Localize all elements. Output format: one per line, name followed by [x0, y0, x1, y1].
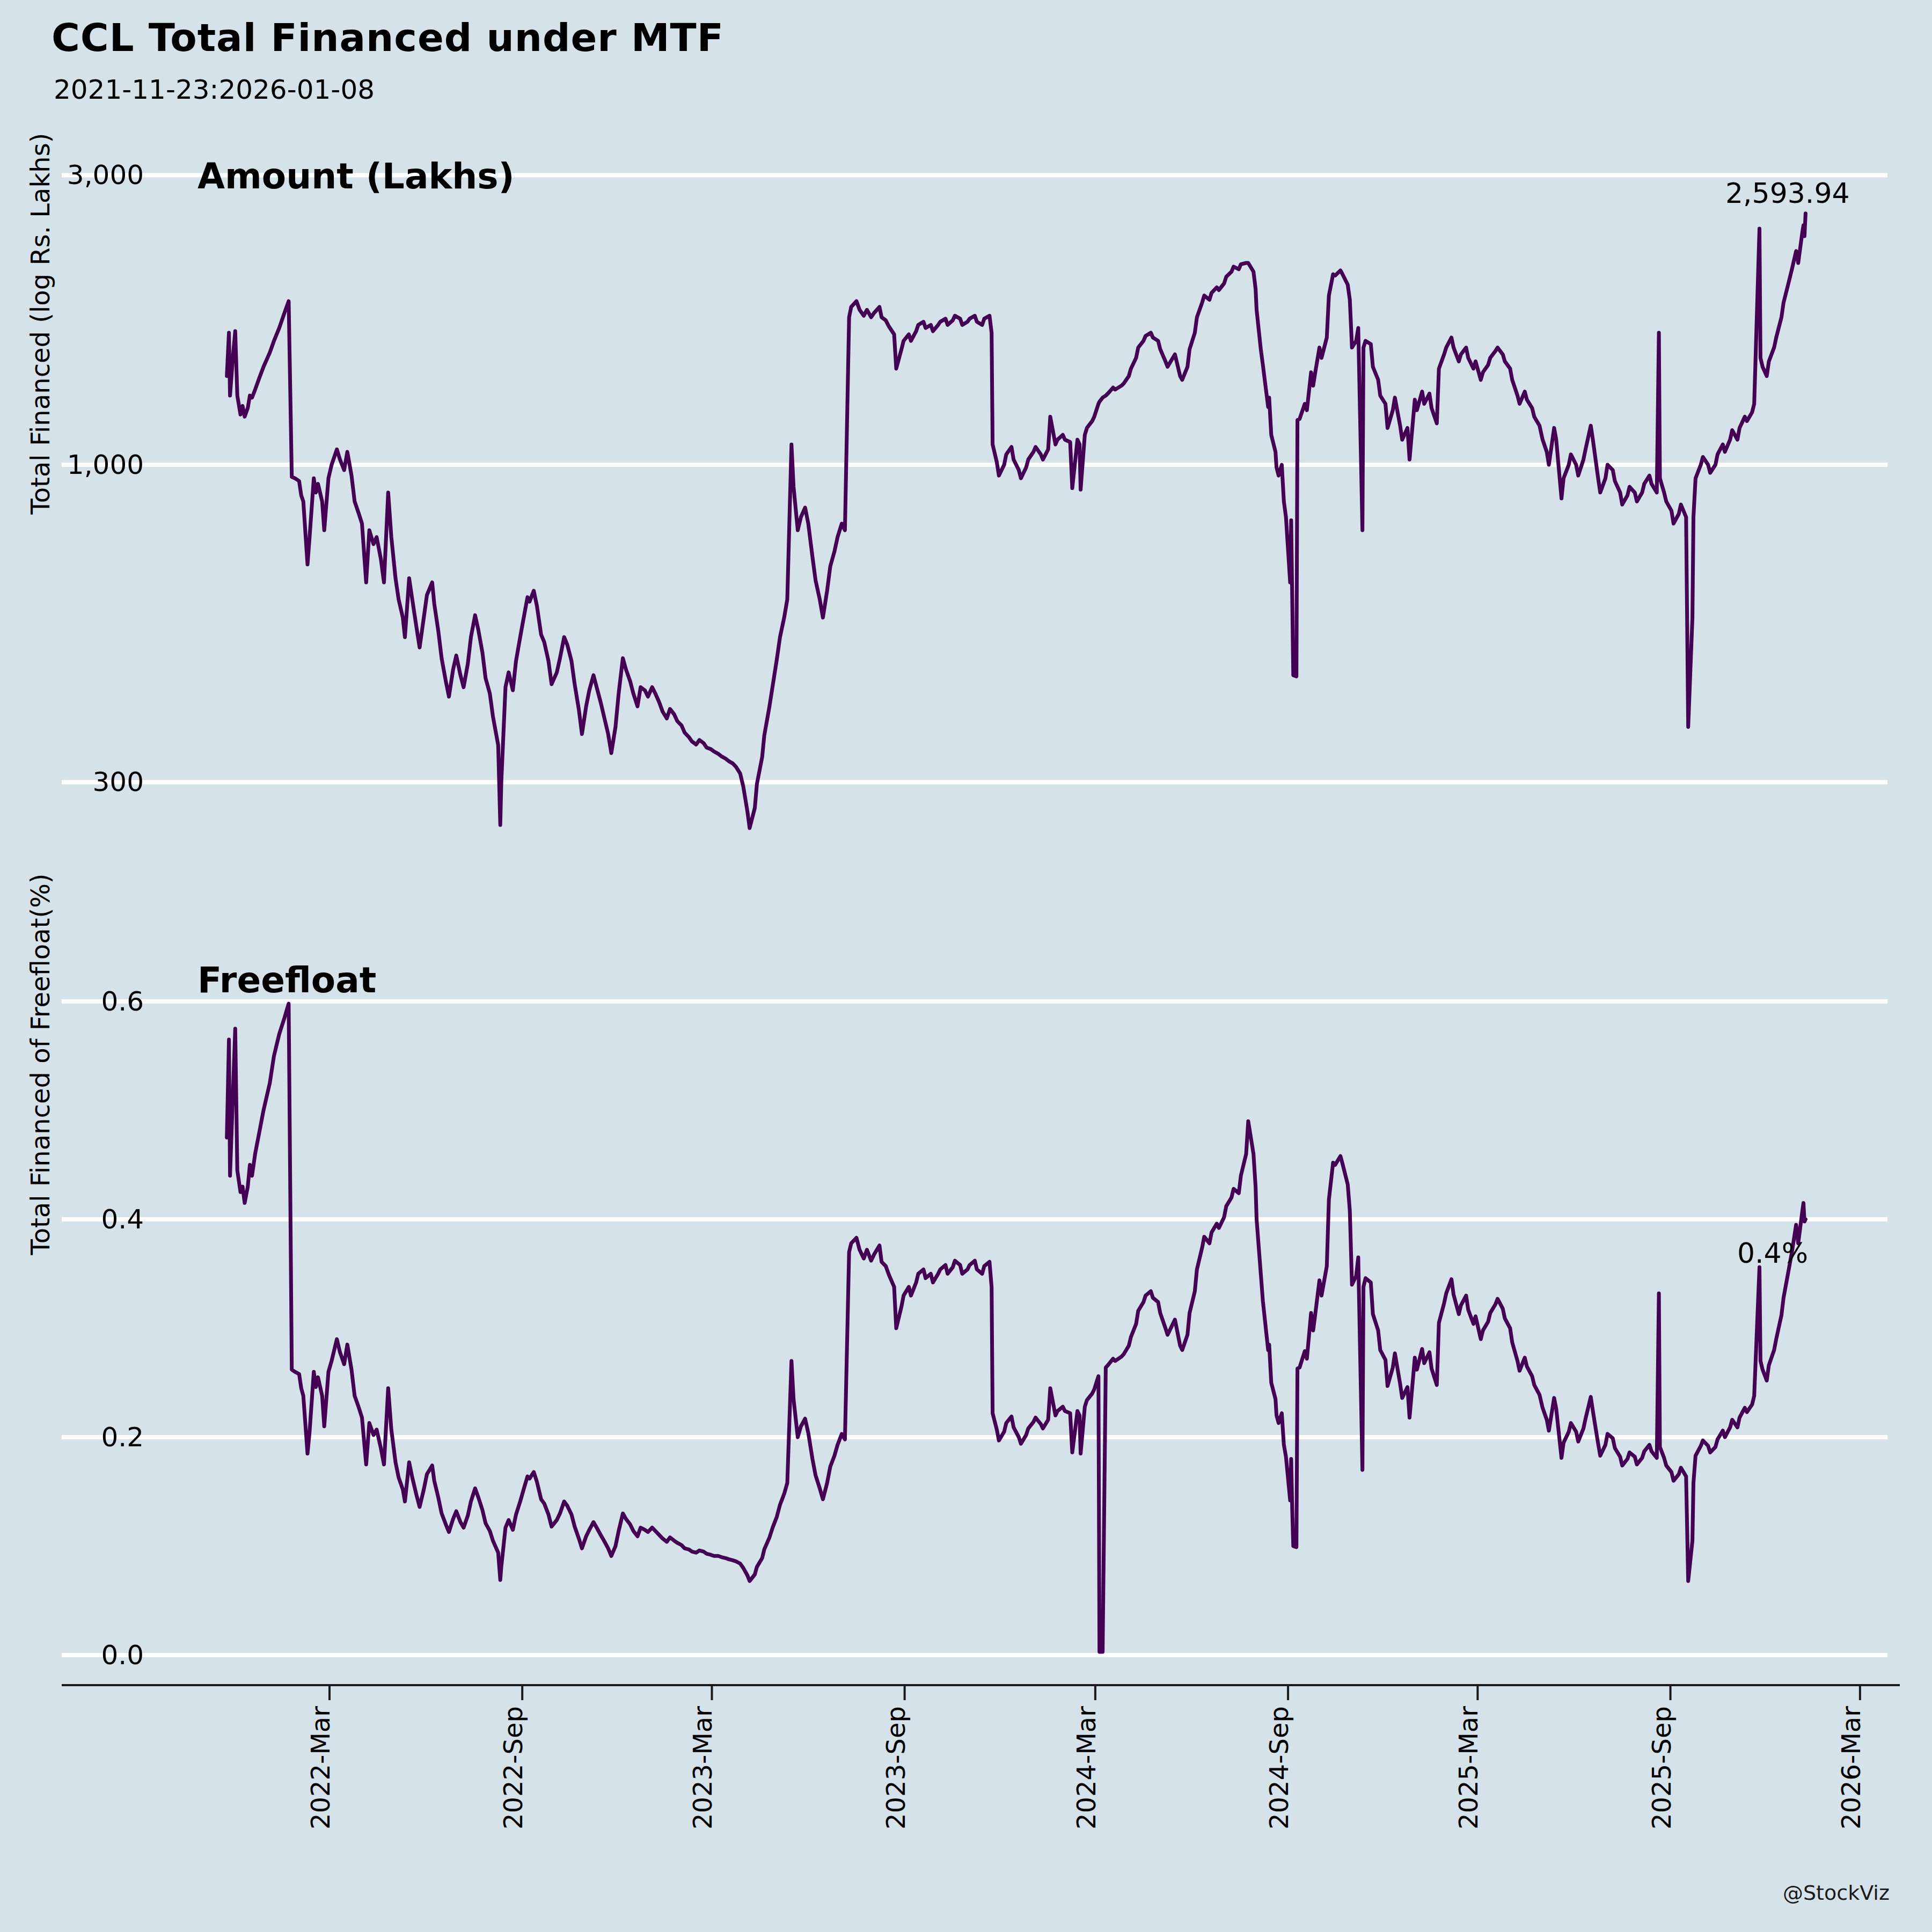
date-range-subtitle: 2021-11-23:2026-01-08: [54, 74, 375, 105]
x-tick-label: 2023-Mar: [687, 1706, 718, 1829]
x-tick-label: 2023-Sep: [881, 1706, 911, 1829]
freefloat-panel-title: Freefloat: [197, 960, 376, 1001]
amount-y-axis-title: Total Financed (log Rs. Lakhs): [25, 55, 55, 592]
y-tick-label: 0.0: [101, 1640, 144, 1671]
y-tick-label: 0.4: [101, 1204, 144, 1235]
amount-panel-title: Amount (Lakhs): [197, 156, 515, 197]
freefloat-y-axis-title: Total Financed of Freefloat(%): [25, 796, 55, 1333]
y-tick-label: 300: [93, 766, 144, 797]
stockviz-watermark: @StockViz: [1783, 1881, 1890, 1905]
y-tick-label: 1,000: [67, 449, 144, 480]
x-tick-label: 2022-Sep: [498, 1706, 528, 1829]
freefloat-last-value-annotation: 0.4%: [1737, 1237, 1808, 1269]
x-tick-label: 2022-Mar: [305, 1706, 335, 1829]
x-tick-label: 2025-Sep: [1646, 1706, 1677, 1829]
amount-last-value-annotation: 2,593.94: [1725, 177, 1850, 209]
y-tick-label: 3,000: [67, 159, 144, 191]
x-tick-label: 2026-Mar: [1836, 1706, 1866, 1829]
x-tick-label: 2025-Mar: [1453, 1706, 1483, 1829]
y-tick-label: 0.6: [101, 986, 144, 1017]
page-title: CCL Total Financed under MTF: [52, 15, 724, 60]
x-tick-label: 2024-Sep: [1264, 1706, 1294, 1829]
x-tick-label: 2024-Mar: [1071, 1706, 1101, 1829]
y-tick-label: 0.2: [101, 1422, 144, 1453]
